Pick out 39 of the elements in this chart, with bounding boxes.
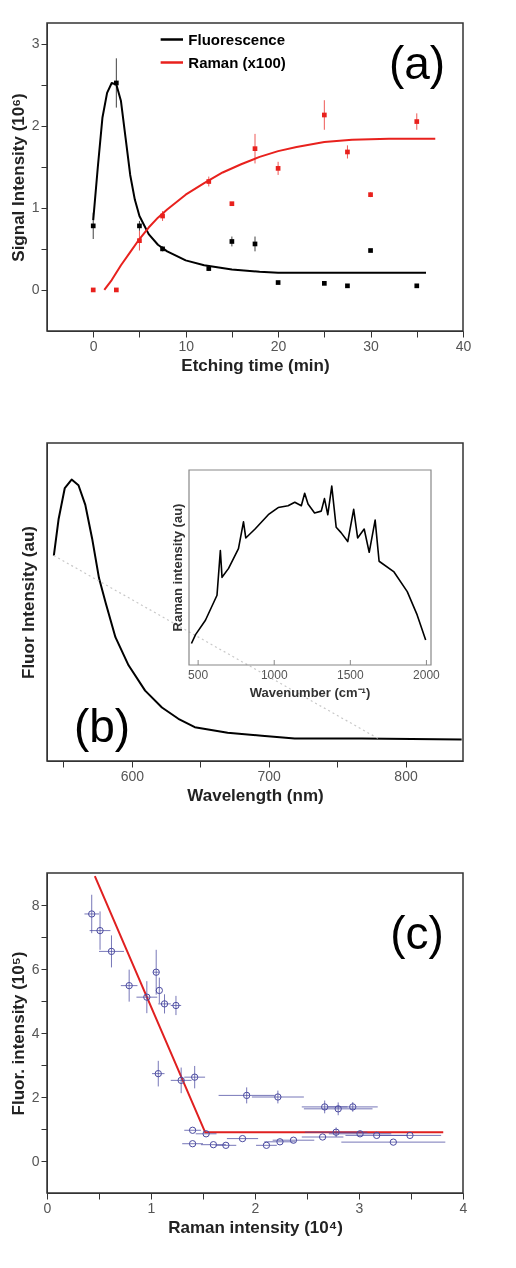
x-axis-title: Wavelength (nm) [187, 785, 324, 805]
x-tick-label: 700 [257, 767, 282, 784]
y-axis-title: Fluor Intensity (au) [18, 526, 38, 679]
y-tick-label: 2 [31, 1088, 40, 1105]
legend-label: Fluorescence [188, 30, 286, 48]
y-tick-label: 6 [31, 960, 40, 977]
x-tick-label: 4 [459, 1199, 468, 1216]
y-axis-title: Raman intensity (au) [170, 503, 185, 632]
y-axis-title: Signal Intensity (10⁶) [8, 93, 28, 262]
y-tick-label: 8 [31, 896, 40, 913]
annotation: (a) [388, 37, 446, 89]
x-tick-label: 20 [270, 337, 287, 354]
x-axis-title: Raman intensity (10⁴) [168, 1217, 343, 1237]
x-tick-label: 2000 [413, 668, 441, 682]
y-tick-label: 4 [31, 1024, 40, 1041]
y-axis-title: Fluor. intensity (10⁵) [8, 951, 28, 1116]
x-tick-label: 30 [363, 337, 380, 354]
x-tick-label: 40 [455, 337, 472, 354]
x-tick-label: 3 [355, 1199, 364, 1216]
legend-label: Raman (x100) [188, 53, 286, 71]
y-tick-label: 2 [31, 117, 40, 134]
annotation: (c) [390, 907, 444, 959]
y-tick-label: 0 [31, 281, 40, 298]
y-tick-label: 3 [31, 35, 40, 52]
x-axis-title: Wavenumber (cm⁻¹) [249, 685, 371, 700]
x-tick-label: 1000 [260, 668, 288, 682]
x-tick-label: 1500 [336, 668, 364, 682]
x-tick-label: 1 [147, 1199, 156, 1216]
x-tick-label: 2 [251, 1199, 260, 1216]
x-tick-label: 600 [120, 767, 145, 784]
x-tick-label: 0 [43, 1199, 52, 1216]
annotation: (b) [73, 700, 131, 752]
x-tick-label: 0 [89, 337, 98, 354]
x-tick-label: 10 [178, 337, 195, 354]
x-axis-title: Etching time (min) [181, 355, 330, 375]
y-tick-label: 1 [31, 199, 40, 216]
x-tick-label: 800 [394, 767, 418, 784]
x-tick-label: 500 [188, 668, 209, 682]
y-tick-label: 0 [31, 1152, 40, 1169]
